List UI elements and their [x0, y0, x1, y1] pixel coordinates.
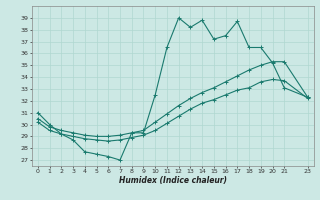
- X-axis label: Humidex (Indice chaleur): Humidex (Indice chaleur): [119, 176, 227, 185]
